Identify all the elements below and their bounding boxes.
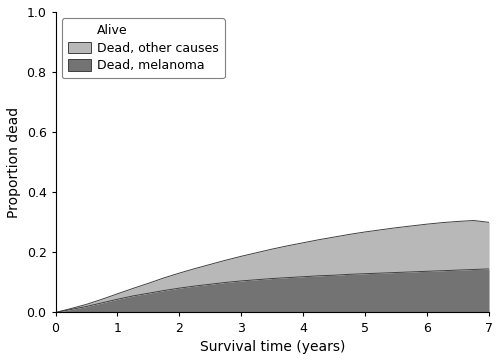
- X-axis label: Survival time (years): Survival time (years): [200, 340, 345, 354]
- Y-axis label: Proportion dead: Proportion dead: [7, 106, 21, 218]
- Legend: Alive, Dead, other causes, Dead, melanoma: Alive, Dead, other causes, Dead, melanom…: [62, 18, 225, 78]
